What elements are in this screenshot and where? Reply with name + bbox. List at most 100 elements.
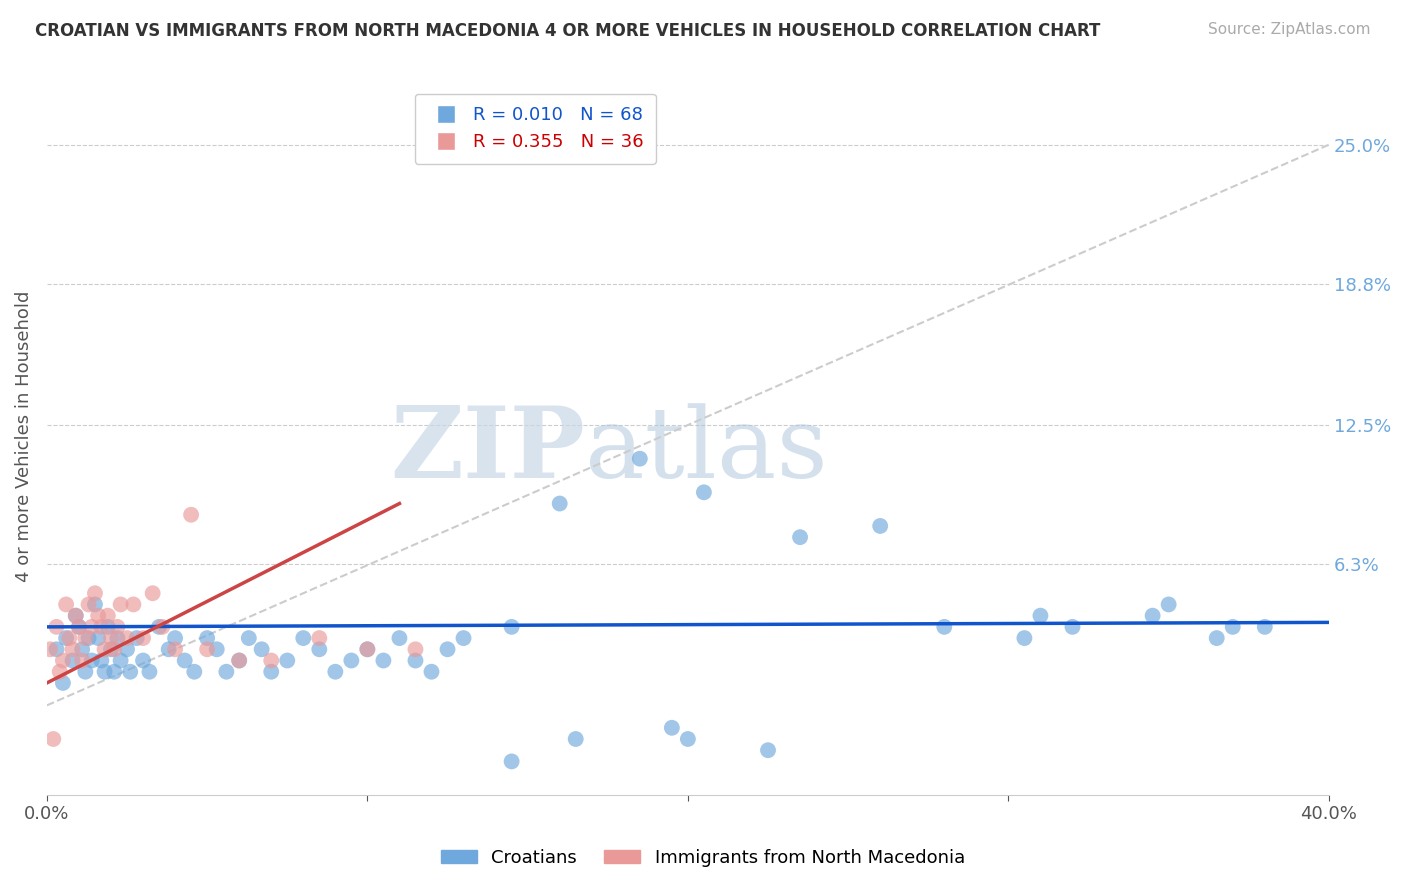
Point xyxy=(934,620,956,634)
Point xyxy=(228,653,250,667)
Point xyxy=(404,642,426,657)
Point xyxy=(420,665,443,679)
Point xyxy=(132,653,155,667)
Point xyxy=(55,631,77,645)
Point xyxy=(93,642,115,657)
Point xyxy=(356,642,378,657)
Text: atlas: atlas xyxy=(585,402,828,499)
Point xyxy=(62,642,84,657)
Point xyxy=(789,530,811,544)
Point xyxy=(55,598,77,612)
Text: CROATIAN VS IMMIGRANTS FROM NORTH MACEDONIA 4 OR MORE VEHICLES IN HOUSEHOLD CORR: CROATIAN VS IMMIGRANTS FROM NORTH MACEDO… xyxy=(35,22,1101,40)
Point xyxy=(80,653,103,667)
Point xyxy=(1029,608,1052,623)
Point xyxy=(97,608,120,623)
Point xyxy=(628,451,651,466)
Point xyxy=(87,631,110,645)
Point xyxy=(48,665,70,679)
Point xyxy=(260,665,283,679)
Point xyxy=(165,631,187,645)
Point xyxy=(373,653,395,667)
Point xyxy=(150,620,173,634)
Point xyxy=(105,620,128,634)
Point xyxy=(103,642,125,657)
Point xyxy=(148,620,170,634)
Point xyxy=(58,631,80,645)
Point xyxy=(195,642,218,657)
Point xyxy=(183,665,205,679)
Point xyxy=(125,631,148,645)
Point xyxy=(250,642,273,657)
Point xyxy=(180,508,202,522)
Point xyxy=(77,598,100,612)
Point xyxy=(77,631,100,645)
Point xyxy=(90,653,112,667)
Point xyxy=(120,665,142,679)
Text: ZIP: ZIP xyxy=(391,402,585,500)
Point xyxy=(110,598,132,612)
Point xyxy=(228,653,250,667)
Point xyxy=(1222,620,1244,634)
Point xyxy=(100,642,122,657)
Point xyxy=(90,620,112,634)
Point xyxy=(142,586,165,600)
Point xyxy=(67,620,90,634)
Point xyxy=(388,631,411,645)
Point xyxy=(42,731,65,746)
Point xyxy=(52,676,75,690)
Point xyxy=(215,665,238,679)
Point xyxy=(115,642,138,657)
Point xyxy=(693,485,716,500)
Point xyxy=(157,642,180,657)
Point xyxy=(501,620,523,634)
Point xyxy=(292,631,315,645)
Point xyxy=(260,653,283,667)
Point xyxy=(97,620,120,634)
Point xyxy=(238,631,260,645)
Point xyxy=(110,653,132,667)
Point xyxy=(103,665,125,679)
Point xyxy=(80,620,103,634)
Point xyxy=(70,642,93,657)
Point xyxy=(1254,620,1277,634)
Point xyxy=(501,755,523,769)
Point xyxy=(1142,608,1164,623)
Point xyxy=(165,642,187,657)
Point xyxy=(84,586,107,600)
Point xyxy=(93,665,115,679)
Point xyxy=(45,642,67,657)
Legend: Croatians, Immigrants from North Macedonia: Croatians, Immigrants from North Macedon… xyxy=(433,842,973,874)
Point xyxy=(404,653,426,667)
Y-axis label: 4 or more Vehicles in Household: 4 or more Vehicles in Household xyxy=(15,291,32,582)
Point xyxy=(39,642,62,657)
Point xyxy=(115,631,138,645)
Point xyxy=(356,642,378,657)
Point xyxy=(340,653,363,667)
Point xyxy=(132,631,155,645)
Point xyxy=(62,653,84,667)
Point xyxy=(436,642,458,657)
Point xyxy=(138,665,160,679)
Point xyxy=(276,653,298,667)
Point xyxy=(869,519,891,533)
Point xyxy=(87,608,110,623)
Point xyxy=(205,642,228,657)
Point xyxy=(122,598,145,612)
Point xyxy=(75,665,97,679)
Point xyxy=(67,620,90,634)
Point xyxy=(84,598,107,612)
Point xyxy=(100,631,122,645)
Point xyxy=(564,731,586,746)
Point xyxy=(105,631,128,645)
Point xyxy=(173,653,195,667)
Point xyxy=(1014,631,1036,645)
Point xyxy=(661,721,683,735)
Point xyxy=(45,620,67,634)
Point xyxy=(325,665,347,679)
Point xyxy=(453,631,475,645)
Point xyxy=(65,608,87,623)
Point xyxy=(1157,598,1180,612)
Point xyxy=(308,631,330,645)
Point xyxy=(75,631,97,645)
Point xyxy=(308,642,330,657)
